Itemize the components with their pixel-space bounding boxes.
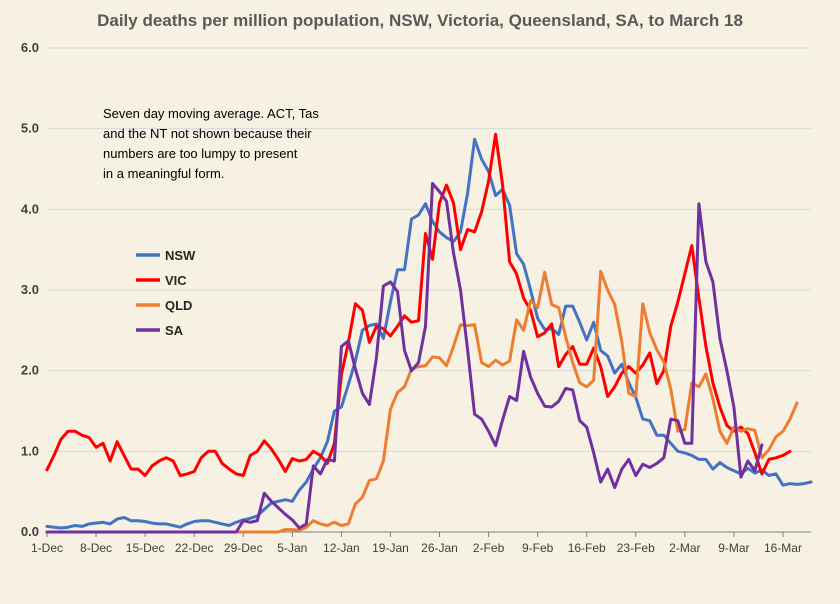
x-tick-label: 9-Feb (522, 541, 554, 555)
chart-title: Daily deaths per million population, NSW… (97, 11, 743, 30)
y-tick-label: 6.0 (21, 40, 39, 55)
annotation-line: and the NT not shown because their (103, 126, 312, 141)
x-tick-label: 12-Jan (323, 541, 360, 555)
x-tick-label: 1-Dec (31, 541, 63, 555)
x-tick-label: 23-Feb (617, 541, 655, 555)
series-lines (45, 132, 813, 534)
x-tick-label: 5-Jan (277, 541, 307, 555)
annotation-line: Seven day moving average. ACT, Tas (103, 106, 319, 121)
y-tick-label: 0.0 (21, 524, 39, 539)
x-tick-label: 29-Dec (224, 541, 263, 555)
x-tick-label: 15-Dec (126, 541, 165, 555)
x-tick-label: 2-Feb (473, 541, 505, 555)
legend: NSW VIC QLD SA (136, 248, 196, 338)
x-tick-label: 16-Mar (764, 541, 802, 555)
series-line-vic (45, 132, 792, 477)
y-tick-label: 3.0 (21, 282, 39, 297)
y-tick-label: 5.0 (21, 121, 39, 136)
y-tick-label: 2.0 (21, 363, 39, 378)
y-tick-label: 4.0 (21, 201, 39, 216)
legend-label-nsw: NSW (165, 248, 196, 263)
x-tick-label: 22-Dec (175, 541, 214, 555)
axes: 0.0 1.0 2.0 3.0 4.0 5.0 6.0 1-Dec 8-Dec 15-Dec 22-… (21, 40, 811, 555)
x-tick-label: 2-Mar (669, 541, 700, 555)
series-line-qld (45, 269, 799, 534)
series-line-nsw (45, 137, 813, 530)
annotation-line: in a meaningful form. (103, 166, 224, 181)
annotation: Seven day moving average. ACT, Tas and th… (103, 106, 319, 181)
series-line-sa (45, 182, 764, 534)
x-tick-label: 26-Jan (421, 541, 458, 555)
legend-label-sa: SA (165, 323, 184, 338)
legend-label-qld: QLD (165, 298, 192, 313)
y-tick-label: 1.0 (21, 443, 39, 458)
x-tick-label: 8-Dec (80, 541, 112, 555)
x-tick-label: 9-Mar (718, 541, 749, 555)
legend-label-vic: VIC (165, 273, 187, 288)
x-tick-label: 16-Feb (568, 541, 606, 555)
x-tick-label: 19-Jan (372, 541, 409, 555)
annotation-line: numbers are too lumpy to present (103, 146, 298, 161)
